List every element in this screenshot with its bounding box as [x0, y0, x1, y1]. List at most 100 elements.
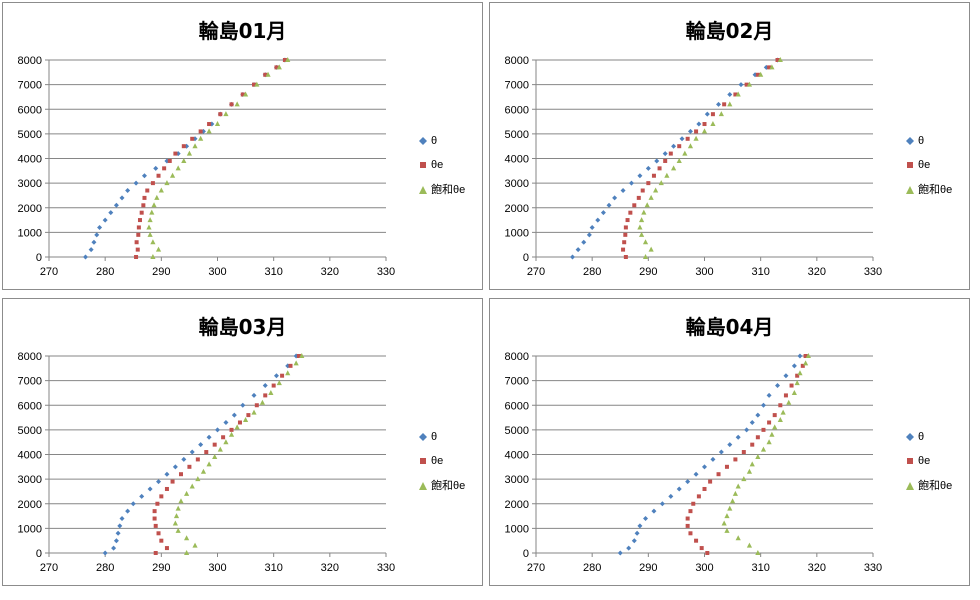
theta-e-point — [623, 225, 628, 230]
y-tick-label: 3000 — [505, 178, 529, 190]
sat-theta-e-point — [169, 172, 176, 178]
chart-title: 輪島02月 — [685, 19, 774, 43]
y-tick-label: 4000 — [505, 154, 529, 166]
sat-theta-e-point — [642, 239, 649, 245]
sat-theta-e-point — [175, 527, 181, 533]
y-tick-label: 7000 — [505, 376, 529, 388]
theta-point — [631, 538, 637, 544]
theta-e-point — [252, 82, 257, 87]
theta-point — [651, 508, 657, 514]
theta-point — [718, 449, 724, 455]
triangle-icon — [419, 482, 427, 491]
theta-point — [735, 434, 741, 440]
theta-point — [147, 486, 153, 492]
theta-e-point — [134, 255, 139, 259]
theta-e-point — [733, 457, 738, 462]
sat-theta-e-point — [234, 101, 240, 107]
diamond-icon — [906, 137, 914, 146]
chart-plot: 0 1000 2000 3000 4000 5000 6000 7000 8000 270 280 2… — [18, 55, 396, 278]
x-tick-label: 270 — [527, 562, 545, 574]
sat-theta-e-point — [175, 505, 181, 511]
theta-e-point — [271, 383, 276, 388]
theta-e-point — [688, 531, 693, 536]
theta-e-point — [702, 486, 707, 491]
theta-e-point — [789, 383, 794, 388]
y-tick-label: 8000 — [505, 351, 529, 363]
sat-theta-e-point — [293, 360, 299, 366]
theta-e-point — [181, 144, 186, 149]
theta-e-point — [646, 181, 651, 186]
theta-point — [119, 516, 125, 522]
theta-point — [262, 383, 268, 389]
y-tick-label: 8000 — [18, 55, 42, 67]
theta-e-point — [229, 427, 234, 432]
theta-e-point — [668, 151, 673, 156]
theta-e-point — [708, 479, 713, 484]
theta-point — [94, 232, 100, 238]
sat-theta-e-point — [676, 157, 682, 163]
sat-theta-e-point — [206, 128, 212, 134]
sat-theta-e-point — [147, 231, 153, 237]
theta-e-point — [691, 501, 696, 506]
y-tick-label: 1000 — [18, 523, 42, 535]
sat-theta-e-point — [234, 424, 240, 430]
theta-point — [704, 111, 710, 117]
theta-e-point — [153, 551, 158, 555]
theta-point — [575, 247, 581, 253]
chart-panel-feb: 輪島02月 0 1000 2000 3000 4000 5000 6000 7000 8000 2… — [489, 2, 970, 290]
theta-e-point — [135, 247, 140, 252]
sat-theta-e-point — [638, 217, 645, 223]
chart-title: 輪島04月 — [685, 315, 774, 339]
theta-e-point — [240, 92, 245, 97]
x-tick-label: 280 — [583, 266, 601, 278]
theta-point — [617, 550, 623, 556]
theta-e-point — [156, 173, 161, 178]
theta-point — [206, 434, 212, 440]
sat-theta-e-point — [735, 483, 741, 489]
sat-theta-e-point — [184, 535, 190, 541]
theta-e-point — [696, 494, 701, 499]
theta-e-point — [800, 363, 805, 368]
sat-theta-e-point — [693, 135, 699, 141]
theta-point — [671, 143, 677, 149]
x-tick-label: 290 — [639, 266, 657, 278]
theta-e-point — [621, 247, 626, 252]
x-tick-label: 310 — [751, 562, 769, 574]
theta-point — [643, 516, 649, 522]
sat-theta-e-point — [749, 461, 755, 467]
legend-label: θe — [918, 455, 931, 467]
theta-point — [181, 456, 187, 462]
theta-e-point — [263, 72, 268, 77]
sat-theta-e-point — [242, 417, 249, 423]
sat-theta-e-point — [746, 542, 753, 548]
sat-theta-e-point — [780, 409, 786, 415]
theta-e-point — [663, 158, 668, 163]
sat-theta-e-point — [175, 165, 181, 171]
theta-e-point — [159, 494, 164, 499]
sat-theta-e-point — [285, 57, 291, 62]
theta-e-point — [722, 102, 727, 107]
theta-point — [791, 363, 797, 369]
theta-point — [172, 464, 178, 470]
theta-e-point — [741, 450, 746, 455]
sat-theta-e-point — [760, 446, 767, 452]
theta-point — [628, 180, 634, 186]
theta-e-point — [744, 82, 749, 87]
sat-theta-e-point — [794, 380, 800, 386]
y-tick-label: 4000 — [505, 450, 529, 462]
sat-theta-e-point — [710, 121, 716, 127]
y-tick-label: 7000 — [505, 80, 529, 92]
sat-theta-e-point — [755, 550, 761, 555]
legend-item-theta-e: θe — [906, 455, 930, 467]
sat-theta-e-point — [797, 370, 803, 376]
sat-theta-e-point — [254, 81, 260, 87]
sat-theta-e-point — [259, 399, 266, 405]
theta-e-point — [137, 218, 142, 223]
theta-point — [117, 523, 123, 529]
y-tick-label: 4000 — [18, 450, 42, 462]
theta-point — [83, 254, 89, 260]
sat-theta-e-point — [186, 150, 193, 156]
theta-point — [119, 195, 125, 201]
sat-theta-e-point — [727, 505, 733, 511]
sat-theta-e-point — [735, 535, 741, 541]
